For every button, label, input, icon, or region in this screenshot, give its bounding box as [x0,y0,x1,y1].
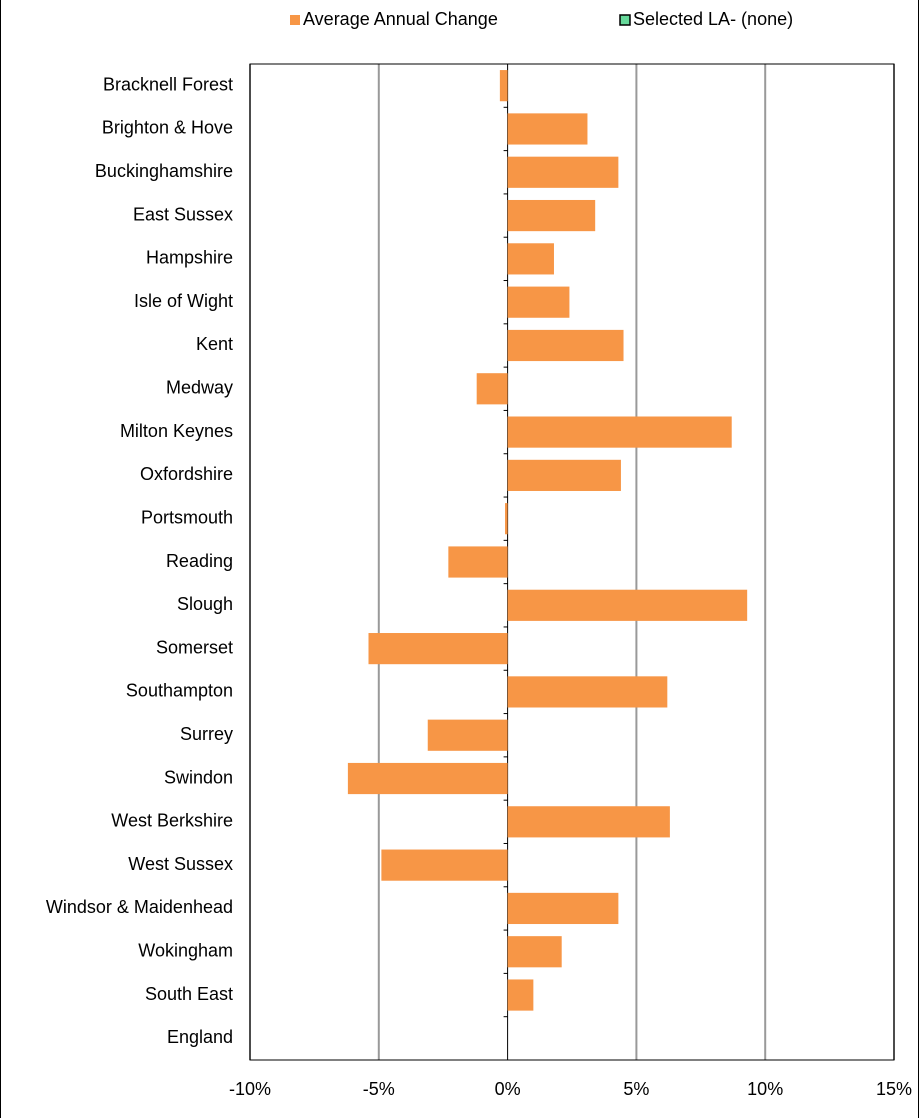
y-tick-label: Wokingham [138,940,233,960]
bar [507,199,596,232]
x-tick-label: 10% [747,1079,783,1099]
y-tick-label: England [167,1027,233,1047]
y-tick-label: Southampton [126,681,233,701]
bar [381,849,508,881]
legend-marker [290,15,300,25]
y-tick-label: Somerset [156,637,233,657]
bar [507,589,748,621]
bar [507,286,570,318]
y-tick-label: West Sussex [128,854,233,874]
y-tick-label: Windsor & Maidenhead [46,897,233,917]
y-tick-label: Oxfordshire [140,464,233,484]
bar [507,156,619,188]
bar [368,633,508,665]
bar [507,243,554,275]
y-tick-label: Portsmouth [141,507,233,527]
x-tick-label: 15% [876,1079,912,1099]
bar [507,113,588,145]
y-tick-label: Isle of Wight [134,291,233,311]
bar [476,373,508,405]
bar [507,329,624,362]
bar [507,979,534,1011]
x-tick-label: -5% [363,1079,395,1099]
bar [499,70,508,102]
y-tick-label: Swindon [164,767,233,787]
x-tick-label: -10% [229,1079,271,1099]
y-tick-label: Reading [166,551,233,571]
legend-label: Average Annual Change [303,9,498,29]
bar [507,416,732,448]
bar [448,546,508,578]
y-tick-label: South East [145,984,233,1004]
y-tick-label: Kent [196,334,233,354]
x-tick-label: 0% [495,1079,521,1099]
y-tick-label: Buckinghamshire [95,161,233,181]
y-tick-label: East Sussex [133,204,233,224]
bar [427,719,508,751]
bar [507,892,619,925]
legend-marker [619,14,631,26]
bar [347,762,508,795]
y-tick-label: Brighton & Hove [102,118,233,138]
legend-label: Selected LA- (none) [633,9,793,29]
bar [507,676,668,708]
y-tick-label: Milton Keynes [120,421,233,441]
x-tick-label: 5% [623,1079,649,1099]
y-tick-label: Bracknell Forest [103,74,233,94]
y-tick-label: Surrey [180,724,233,744]
y-tick-label: Slough [177,594,233,614]
plot-area [249,63,895,1061]
bar [507,459,621,491]
bar [505,503,508,535]
y-tick-label: West Berkshire [111,811,233,831]
y-tick-label: Medway [166,378,233,398]
bar [507,806,670,838]
y-tick-label: Hampshire [146,248,233,268]
bar [507,936,562,968]
